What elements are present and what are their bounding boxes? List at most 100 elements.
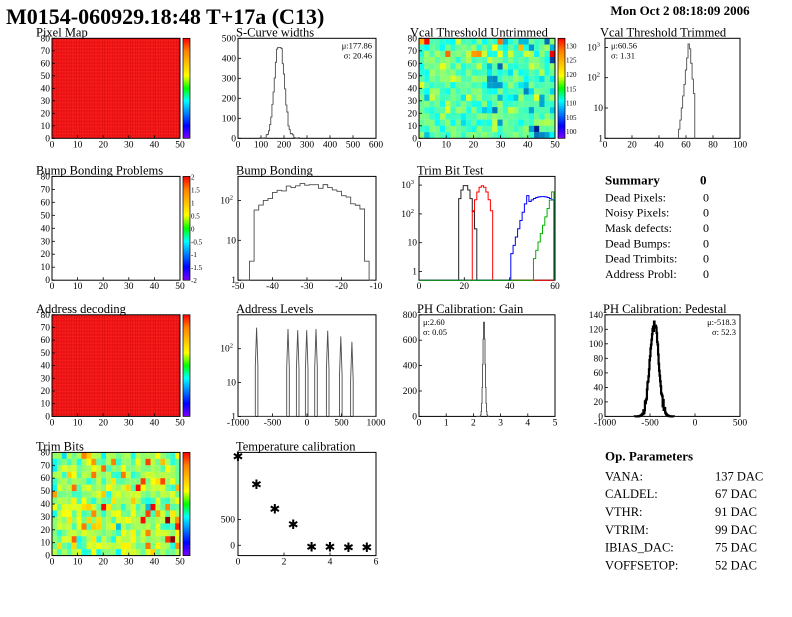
svg-text:Vcal Threshold Trimmed: Vcal Threshold Trimmed — [600, 25, 727, 39]
svg-text:0: 0 — [50, 282, 55, 292]
svg-text:20: 20 — [408, 109, 418, 119]
svg-text:-0.5: -0.5 — [191, 238, 203, 246]
svg-text:50: 50 — [41, 72, 51, 82]
svg-text:91 DAC: 91 DAC — [715, 505, 757, 519]
svg-text:70: 70 — [41, 461, 51, 471]
svg-text:VTRIM:: VTRIM: — [605, 523, 649, 537]
svg-text:✱: ✱ — [288, 517, 299, 532]
svg-text:✱: ✱ — [306, 540, 317, 555]
svg-text:50: 50 — [175, 558, 185, 568]
svg-text:-500: -500 — [264, 418, 282, 428]
svg-text:800: 800 — [403, 311, 418, 321]
svg-text:0.5: 0.5 — [191, 212, 200, 220]
svg-text:20: 20 — [41, 387, 51, 397]
svg-text:125: 125 — [566, 57, 577, 65]
svg-text:400: 400 — [222, 54, 237, 64]
svg-text:-30: -30 — [301, 282, 314, 292]
svg-text:2: 2 — [282, 558, 287, 568]
svg-text:✱: ✱ — [361, 540, 372, 555]
svg-text:40: 40 — [150, 140, 160, 150]
svg-text:μ:-518.3: μ:-518.3 — [707, 317, 736, 327]
svg-text:PH Calibration: Pedestal: PH Calibration: Pedestal — [603, 302, 727, 316]
svg-text:30: 30 — [41, 374, 51, 384]
svg-text:100: 100 — [589, 340, 604, 350]
svg-text:IBIAS_DAC:: IBIAS_DAC: — [605, 541, 674, 555]
svg-text:-10: -10 — [370, 282, 383, 292]
svg-text:0: 0 — [703, 267, 709, 281]
svg-text:50: 50 — [41, 349, 51, 359]
svg-text:300: 300 — [300, 140, 315, 150]
svg-text:0: 0 — [603, 140, 608, 150]
svg-text:-1000: -1000 — [227, 418, 249, 428]
svg-text:1000: 1000 — [367, 418, 386, 428]
svg-text:100: 100 — [733, 140, 748, 150]
svg-text:120: 120 — [589, 325, 604, 335]
svg-text:140: 140 — [589, 311, 604, 321]
svg-text:200: 200 — [403, 387, 418, 397]
svg-text:10: 10 — [41, 122, 51, 132]
svg-text:0: 0 — [50, 140, 55, 150]
svg-text:40: 40 — [654, 140, 664, 150]
svg-text:20: 20 — [594, 398, 604, 408]
svg-text:4: 4 — [525, 418, 530, 428]
svg-text:1: 1 — [191, 199, 195, 207]
svg-text:10: 10 — [73, 418, 83, 428]
svg-text:5: 5 — [553, 418, 558, 428]
svg-text:20: 20 — [627, 140, 637, 150]
svg-text:0: 0 — [236, 140, 241, 150]
svg-text:-1.5: -1.5 — [191, 264, 203, 272]
svg-text:Mon Oct 2 08:18:09 2006: Mon Oct 2 08:18:09 2006 — [610, 3, 750, 18]
svg-text:10: 10 — [408, 122, 418, 132]
svg-text:200: 200 — [277, 140, 292, 150]
svg-text:20: 20 — [41, 109, 51, 119]
svg-text:60: 60 — [41, 474, 51, 484]
svg-text:40: 40 — [150, 282, 160, 292]
svg-text:50: 50 — [175, 282, 185, 292]
svg-text:μ:60.56: μ:60.56 — [611, 40, 637, 50]
svg-text:VANA:: VANA: — [605, 469, 643, 483]
svg-text:60: 60 — [41, 336, 51, 346]
svg-text:10: 10 — [73, 140, 83, 150]
svg-text:30: 30 — [124, 282, 134, 292]
svg-text:120: 120 — [566, 71, 577, 79]
svg-text:0: 0 — [191, 225, 195, 233]
svg-text:40: 40 — [505, 282, 515, 292]
svg-text:50: 50 — [408, 72, 418, 82]
svg-text:0: 0 — [693, 418, 698, 428]
svg-text:40: 40 — [150, 558, 160, 568]
svg-text:137 DAC: 137 DAC — [715, 469, 763, 483]
svg-text:-500: -500 — [641, 418, 659, 428]
svg-text:Pixel Map: Pixel Map — [36, 25, 88, 39]
svg-text:20: 20 — [469, 140, 479, 150]
svg-text:2: 2 — [471, 418, 476, 428]
svg-text:σ: 0.05: σ: 0.05 — [423, 327, 447, 337]
svg-text:30: 30 — [124, 140, 134, 150]
svg-text:40: 40 — [41, 500, 51, 510]
svg-text:40: 40 — [594, 383, 604, 393]
svg-text:80: 80 — [708, 140, 718, 150]
svg-text:40: 40 — [41, 362, 51, 372]
svg-text:30: 30 — [124, 418, 134, 428]
svg-text:400: 400 — [323, 140, 338, 150]
svg-text:μ:2.60: μ:2.60 — [423, 317, 445, 327]
svg-text:Dead Pixels:: Dead Pixels: — [605, 190, 666, 204]
svg-text:400: 400 — [403, 362, 418, 372]
svg-text:40: 40 — [41, 224, 51, 234]
svg-text:20: 20 — [98, 418, 108, 428]
svg-text:10: 10 — [41, 539, 51, 549]
svg-text:600: 600 — [403, 336, 418, 346]
svg-text:μ:177.86: μ:177.86 — [342, 40, 372, 50]
svg-text:52 DAC: 52 DAC — [715, 558, 757, 572]
svg-text:67 DAC: 67 DAC — [715, 487, 757, 501]
svg-text:40: 40 — [150, 418, 160, 428]
svg-text:CALDEL:: CALDEL: — [605, 487, 658, 501]
svg-text:10: 10 — [227, 236, 237, 246]
svg-text:0: 0 — [50, 558, 55, 568]
svg-text:10: 10 — [594, 104, 604, 114]
svg-text:Trim Bit Test: Trim Bit Test — [417, 163, 484, 177]
svg-text:1.5: 1.5 — [191, 186, 200, 194]
svg-text:10: 10 — [41, 263, 51, 273]
svg-text:500: 500 — [733, 418, 748, 428]
svg-text:σ: 20.46: σ: 20.46 — [344, 50, 372, 60]
svg-text:500: 500 — [222, 34, 237, 44]
